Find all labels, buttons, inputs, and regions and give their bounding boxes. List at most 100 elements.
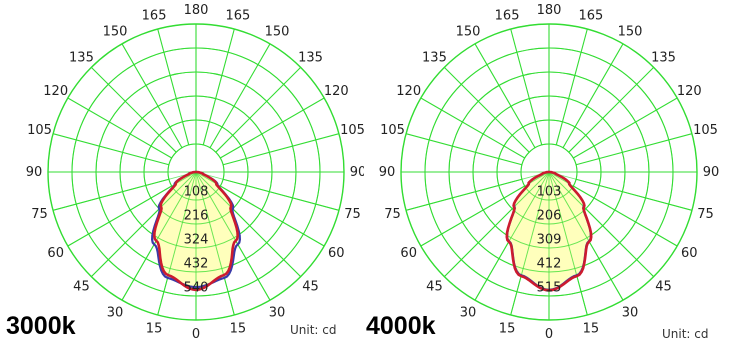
grid-spoke-overlay (195, 171, 340, 211)
angle-tick-label: 45 (302, 280, 319, 295)
grid-spoke (215, 66, 302, 153)
radial-tick-label: 412 (537, 257, 562, 272)
radial-tick-label: 216 (184, 209, 209, 224)
grid-spoke (510, 28, 543, 146)
angle-tick-label: 150 (456, 25, 481, 40)
angle-tick-label: 45 (655, 280, 672, 295)
grid-spoke (555, 28, 588, 146)
angle-tick-label: 45 (426, 280, 443, 295)
polar-plot-3000k: 108 216 324 432 540 180 165 165 150 150 135 135 120 1… (26, 3, 364, 342)
radial-tick-label: 324 (184, 233, 209, 248)
grid-spoke-overlay (91, 171, 197, 277)
angle-tick-label: 135 (651, 50, 676, 65)
grid-spoke (222, 133, 340, 166)
angle-tick-label: 105 (340, 123, 364, 138)
grid-spoke-overlay (548, 171, 693, 211)
angle-tick-label: 75 (344, 207, 361, 222)
grid-spoke (443, 66, 530, 153)
angle-tick-label: 120 (43, 84, 68, 99)
grid-spoke-overlay (548, 171, 624, 301)
angle-tick-label: 90 (350, 165, 364, 180)
angle-tick-label: 90 (703, 165, 720, 180)
grid-spoke-overlay (195, 171, 301, 277)
angle-tick-label: 150 (103, 25, 128, 40)
polar-chart-4000k: 103 206 309 412 515 180 165 165 150 150 135 135 120 1… (365, 0, 729, 342)
angle-tick-label: 180 (184, 3, 209, 18)
grid-spoke (209, 43, 271, 149)
grid-spoke (420, 97, 526, 159)
angle-tick-label: 150 (618, 25, 643, 40)
radial-tick-label: 540 (184, 281, 209, 296)
angle-tick-label: 165 (226, 9, 251, 24)
angle-tick-label: 15 (230, 321, 247, 336)
angle-tick-label: 120 (324, 84, 349, 99)
grid-spoke (474, 43, 536, 149)
angle-tick-label: 30 (107, 305, 124, 320)
grid-spoke (219, 97, 325, 159)
grid-spoke (202, 28, 235, 146)
angle-tick-label: 165 (579, 9, 604, 24)
angle-tick-label: 105 (380, 123, 405, 138)
radial-tick-label: 103 (537, 185, 562, 200)
grid-spoke-overlay (157, 171, 197, 316)
angle-tick-label: 120 (396, 84, 421, 99)
angle-tick-label: 165 (142, 9, 167, 24)
grid-spoke (90, 66, 177, 153)
angle-tick-label: 45 (73, 280, 90, 295)
angle-tick-label: 180 (537, 3, 562, 18)
angle-tick-label: 0 (545, 327, 553, 342)
grid-spoke-overlay (195, 171, 235, 316)
radial-tick-label: 108 (184, 185, 209, 200)
grid-spoke-overlay (195, 171, 271, 301)
grid-spoke (67, 97, 173, 159)
angle-tick-label: 75 (384, 207, 401, 222)
grid-spoke (568, 66, 655, 153)
grid-spoke-overlay (548, 171, 588, 316)
angle-tick-label: 15 (499, 321, 516, 336)
distribution-curve-primary (152, 170, 240, 292)
grid-spoke (52, 133, 170, 166)
angle-tick-label: 60 (328, 246, 345, 261)
grid-spoke-overlay (444, 171, 550, 277)
angle-tick-label: 135 (69, 50, 94, 65)
angle-tick-label: 150 (265, 25, 290, 40)
angle-tick-label: 105 (693, 123, 718, 138)
grid-spoke (572, 97, 678, 159)
angle-tick-label: 15 (583, 321, 600, 336)
angle-tick-label: 75 (31, 207, 48, 222)
angle-tick-label: 60 (681, 246, 698, 261)
angle-tick-label: 30 (269, 305, 286, 320)
distribution-curve-primary (505, 170, 593, 292)
grid-spoke (121, 43, 183, 149)
radial-tick-label: 309 (537, 233, 562, 248)
grid-spoke-overlay (405, 171, 550, 211)
angle-tick-label: 90 (379, 165, 396, 180)
grid-spoke-overlay (121, 171, 197, 301)
angle-tick-label: 105 (27, 123, 52, 138)
grid-spoke-overlay (548, 171, 654, 277)
angle-tick-label: 60 (400, 246, 417, 261)
grid-spoke (575, 133, 693, 166)
angle-tick-label: 30 (460, 305, 477, 320)
chart-label-4000k: 4000k (366, 312, 436, 340)
angle-tick-label: 60 (47, 246, 64, 261)
radial-tick-label: 432 (184, 257, 209, 272)
angle-tick-label: 135 (298, 50, 323, 65)
grid-spoke (405, 133, 523, 166)
angle-tick-label: 90 (26, 165, 43, 180)
angle-tick-label: 120 (677, 84, 702, 99)
chart-label-3000k: 3000k (6, 312, 76, 340)
radial-tick-label: 515 (537, 281, 562, 296)
grid-spoke-overlay (474, 171, 550, 301)
grid-spoke (157, 28, 190, 146)
unit-label-4000k: Unit: cd (662, 327, 709, 341)
grid-spoke-overlay (52, 171, 197, 211)
grid-spoke (562, 43, 624, 149)
grid-spoke-overlay (510, 171, 550, 316)
radial-tick-label: 206 (537, 209, 562, 224)
angle-tick-label: 75 (697, 207, 714, 222)
angle-tick-label: 165 (495, 9, 520, 24)
angle-tick-label: 135 (422, 50, 447, 65)
polar-chart-3000k: 108 216 324 432 540 180 165 165 150 150 135 135 120 1… (0, 0, 364, 342)
